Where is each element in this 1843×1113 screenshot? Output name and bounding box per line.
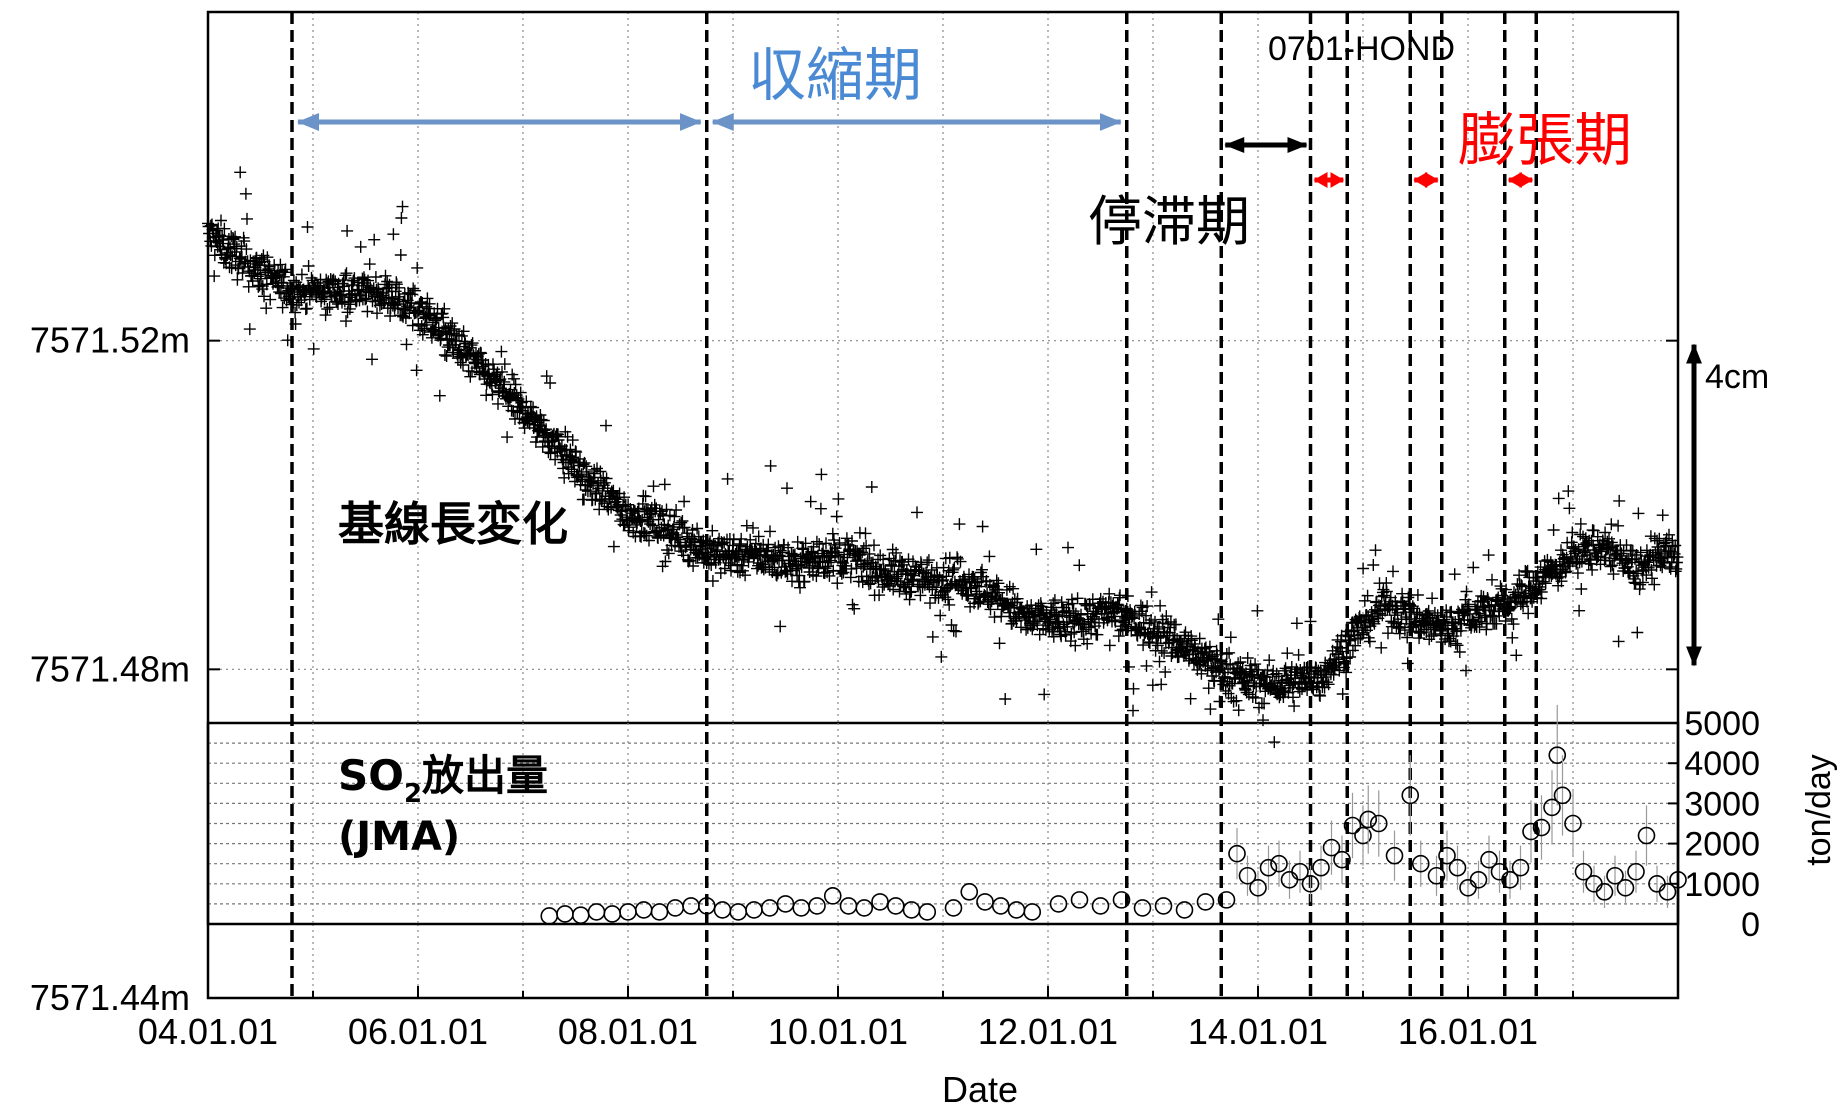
so2-point	[1333, 850, 1351, 869]
so2-label-rest: 放出量	[422, 751, 548, 800]
so2-point	[1301, 874, 1320, 893]
so2-y-axis-title: ton/day	[1800, 754, 1838, 866]
so2-point	[960, 883, 979, 901]
so2-point	[918, 903, 937, 921]
y-tick-label: 7571.44m	[30, 977, 190, 1018]
so2-point	[823, 887, 842, 905]
expansion-label: 膨張期	[1458, 106, 1632, 174]
so2-data-series	[540, 704, 1687, 925]
x-axis-title: Date	[942, 1069, 1018, 1110]
so2-y-tick-label: 1000	[1684, 866, 1760, 904]
so2-y-tick-label: 0	[1741, 906, 1760, 944]
so2-point	[1133, 899, 1152, 917]
so2-point	[1369, 814, 1388, 833]
x-tick-label: 04.01.01	[138, 1011, 278, 1052]
so2-point	[1270, 854, 1288, 873]
x-tick-label: 08.01.01	[558, 1011, 698, 1052]
so2-point	[1501, 870, 1519, 889]
so2-point	[1291, 862, 1309, 881]
so2-point	[1091, 897, 1110, 915]
so2-label-line1: SO2放出量	[338, 751, 548, 809]
so2-point	[1238, 866, 1257, 885]
so2-point	[1480, 850, 1498, 869]
so2-point	[1312, 858, 1330, 877]
so2-y-tick-label: 2000	[1684, 826, 1760, 864]
scale-bar-label: 4cm	[1705, 358, 1769, 396]
so2-point	[1522, 822, 1540, 841]
so2-point	[1448, 858, 1467, 877]
so2-point	[1196, 893, 1215, 911]
so2-point	[1637, 826, 1656, 845]
so2-point	[1511, 858, 1530, 877]
so2-point	[944, 899, 963, 917]
so2-label-subscript: 2	[404, 779, 422, 809]
so2-point	[1217, 891, 1236, 909]
so2-point	[1411, 854, 1430, 873]
station-label: 0701-HOND	[1268, 30, 1455, 68]
so2-point	[1606, 866, 1624, 885]
so2-point	[1249, 879, 1267, 897]
x-tick-label: 12.01.01	[978, 1011, 1118, 1052]
so2-point	[1401, 786, 1420, 805]
so2-y-tick-label: 5000	[1684, 705, 1760, 743]
so2-point	[1658, 883, 1677, 901]
so2-point	[1438, 846, 1456, 865]
so2-point	[1548, 746, 1567, 764]
so2-point	[1543, 798, 1561, 817]
so2-point	[1343, 816, 1362, 835]
so2-point	[1023, 903, 1042, 921]
so2-point	[1564, 814, 1582, 833]
x-tick-label: 16.01.01	[1398, 1011, 1538, 1052]
so2-point	[1574, 862, 1593, 881]
so2-point	[855, 899, 874, 917]
so2-point	[1154, 897, 1173, 915]
baseline-series-label: 基線長変化	[338, 497, 568, 551]
x-tick-label: 10.01.01	[768, 1011, 908, 1052]
so2-point	[1627, 862, 1645, 881]
contraction-label: 収縮期	[748, 41, 922, 109]
so2-point	[1354, 826, 1372, 845]
so2-label-line2: (JMA)	[338, 814, 460, 860]
so2-point	[1532, 818, 1551, 837]
x-tick-label: 06.01.01	[348, 1011, 488, 1052]
so2-point	[1322, 838, 1341, 857]
so2-point	[1553, 786, 1572, 805]
so2-point	[1385, 846, 1404, 865]
so2-point	[1070, 891, 1089, 909]
so2-point	[1427, 866, 1446, 885]
so2-point	[808, 897, 826, 915]
so2-point	[1616, 879, 1635, 897]
annotations	[297, 113, 1702, 667]
so2-point	[1049, 895, 1068, 913]
so2-point	[1359, 810, 1378, 829]
stagnation-label: 停滞期	[1088, 190, 1250, 253]
y-tick-label: 7571.52m	[30, 320, 190, 361]
so2-y-tick-label: 4000	[1684, 745, 1760, 783]
y-tick-label: 7571.48m	[30, 648, 190, 689]
x-tick-label: 14.01.01	[1188, 1011, 1328, 1052]
so2-y-tick-label: 3000	[1684, 785, 1760, 823]
so2-point	[1228, 844, 1246, 863]
so2-label-so: SO	[338, 751, 404, 800]
so2-point	[1112, 891, 1131, 909]
so2-point	[1595, 883, 1614, 901]
so2-point	[1175, 901, 1194, 919]
so2-point	[1259, 858, 1278, 877]
so2-point	[1469, 870, 1488, 889]
